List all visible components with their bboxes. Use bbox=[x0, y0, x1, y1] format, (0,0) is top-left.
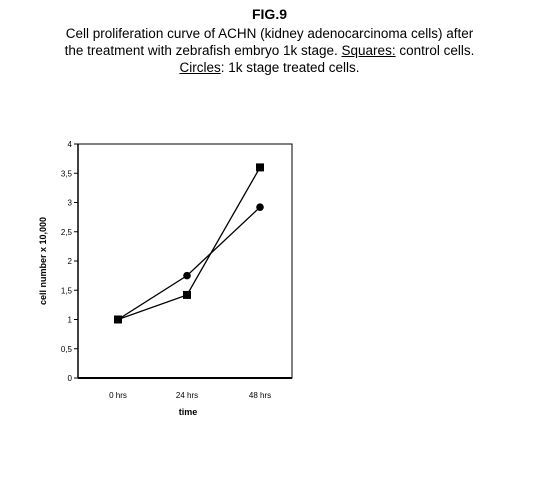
figure-label: FIG.9 bbox=[251, 6, 287, 22]
circle-marker bbox=[256, 203, 264, 211]
y-axis-title: cell number x 10,000 bbox=[38, 217, 48, 305]
x-tick-label: 24 hrs bbox=[176, 391, 198, 400]
series-line-circle bbox=[117, 206, 261, 321]
caption-line-1: Cell proliferation curve of ACHN (kidney… bbox=[65, 26, 474, 41]
y-tick-label: 1 bbox=[68, 316, 73, 325]
circles-description: : 1k stage treated cells. bbox=[220, 60, 360, 75]
caption-line-2-text: the treatment with zebrafish embryo 1k s… bbox=[64, 43, 338, 58]
circles-label: Circles bbox=[179, 60, 221, 75]
y-tick-label: 0,5 bbox=[61, 345, 73, 354]
square-marker bbox=[256, 163, 264, 172]
series-layer bbox=[114, 163, 264, 324]
x-tick-label: 48 hrs bbox=[249, 391, 271, 400]
y-tick-label: 4 bbox=[68, 140, 73, 149]
squares-description: control cells. bbox=[399, 43, 475, 58]
y-tick-label: 3,5 bbox=[61, 169, 73, 178]
x-tick-label: 0 hrs bbox=[109, 391, 127, 400]
y-tick-label: 0 bbox=[68, 374, 73, 383]
y-tick-label: 2,5 bbox=[61, 228, 73, 237]
y-axis-ticks: 0 0,5 1 1,5 2 2,5 3 3,5 4 bbox=[61, 140, 78, 383]
x-axis-title: time bbox=[179, 407, 198, 417]
caption-line-2: the treatment with zebrafish embryo 1k s… bbox=[0, 42, 539, 59]
circle-marker bbox=[114, 315, 122, 324]
y-tick-label: 3 bbox=[68, 199, 73, 208]
y-tick-label: 1,5 bbox=[61, 286, 73, 295]
caption-line-3: Circles: 1k stage treated cells. bbox=[0, 59, 539, 76]
x-axis-ticks: 0 hrs 24 hrs 48 hrs bbox=[109, 391, 271, 400]
y-tick-label: 2 bbox=[68, 257, 73, 266]
squares-label: Squares: bbox=[341, 43, 396, 58]
plot-frame bbox=[77, 143, 293, 379]
square-marker bbox=[183, 290, 191, 299]
circle-marker bbox=[183, 271, 191, 280]
plot-area-border bbox=[77, 143, 293, 379]
